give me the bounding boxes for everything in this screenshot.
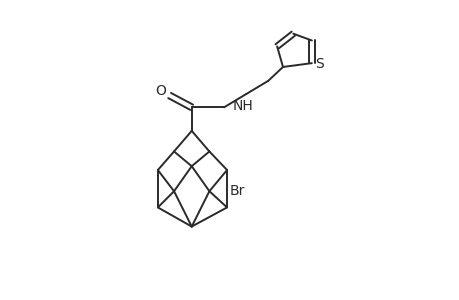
Text: Br: Br (230, 184, 245, 198)
Text: S: S (315, 57, 324, 71)
Text: NH: NH (232, 99, 252, 113)
Text: O: O (155, 83, 166, 98)
